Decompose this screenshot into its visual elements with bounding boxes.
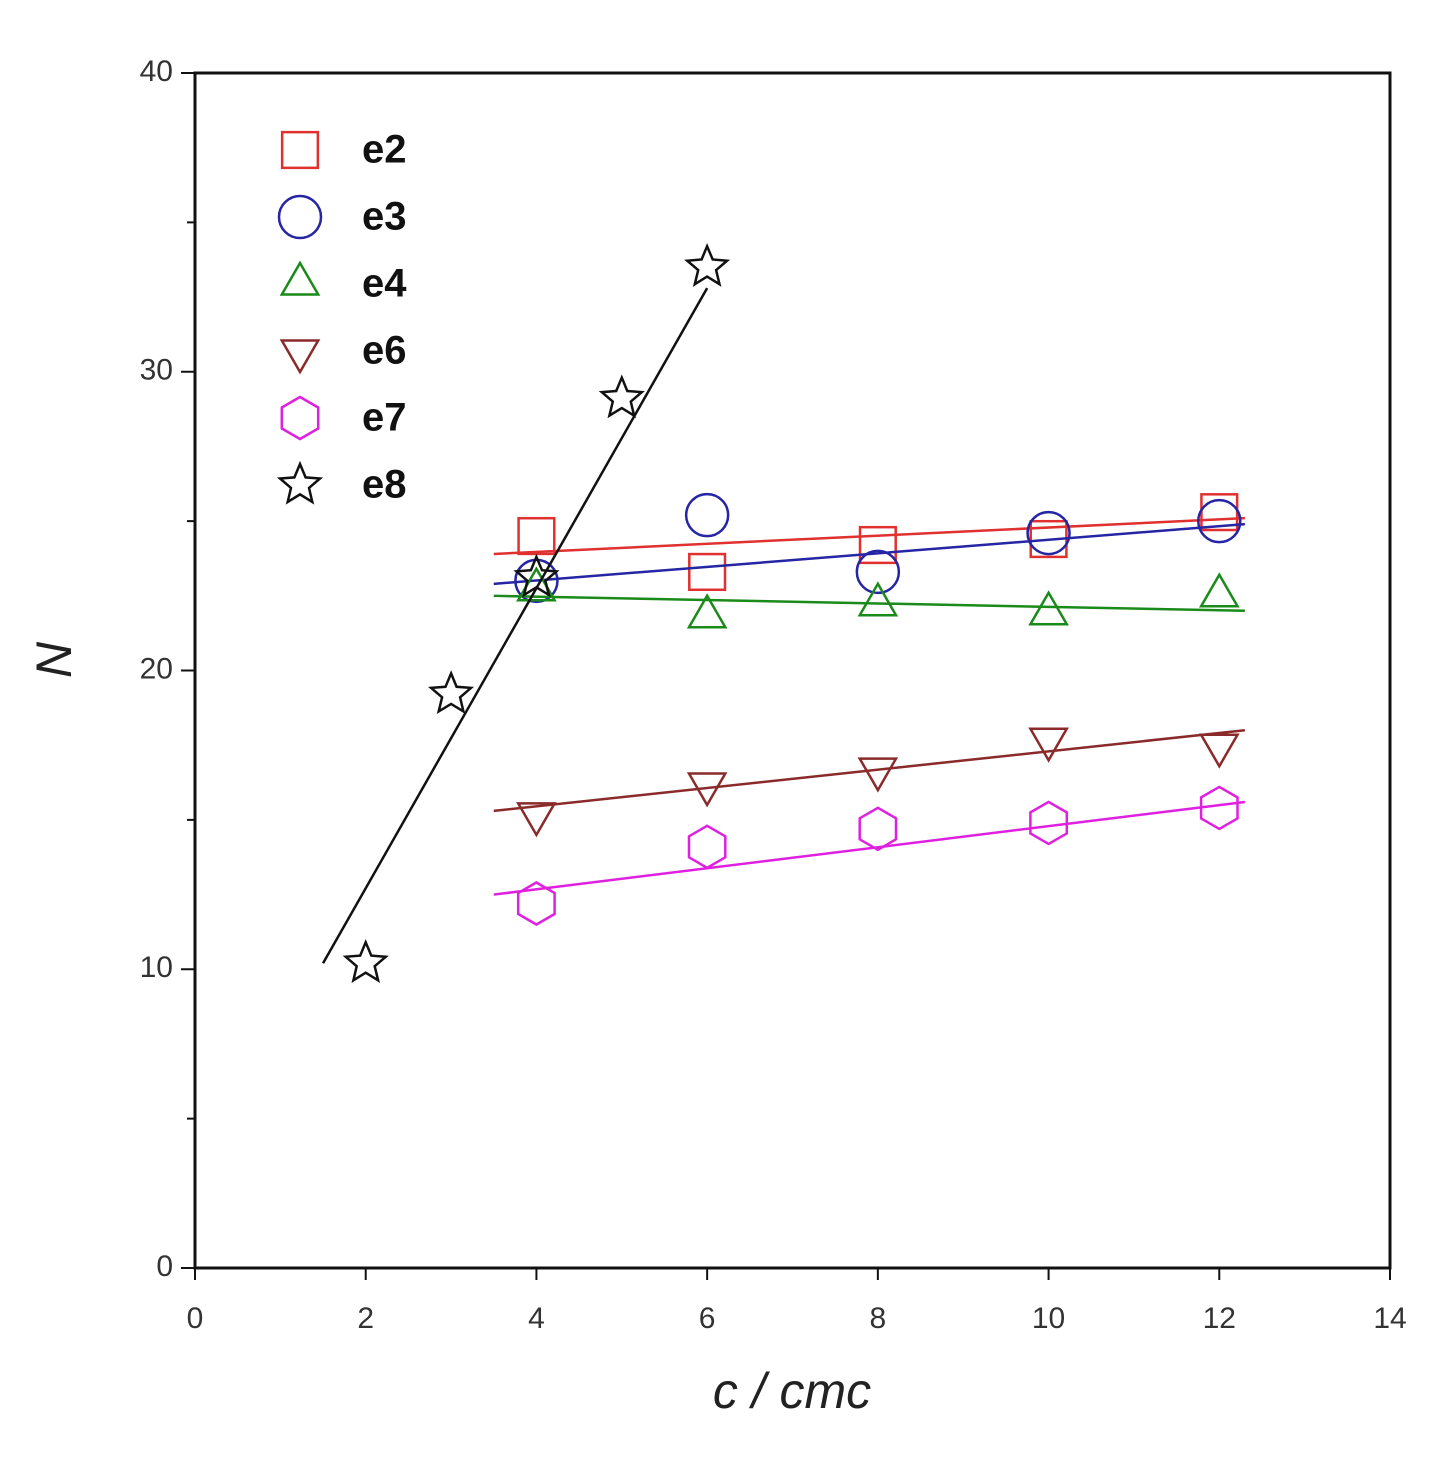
data-point xyxy=(598,374,645,419)
data-point xyxy=(516,881,556,926)
x-tick-label: 4 xyxy=(528,1302,545,1335)
legend-label: e3 xyxy=(362,195,407,239)
y-tick-label: 30 xyxy=(140,354,173,387)
data-point xyxy=(342,939,389,983)
data-point xyxy=(687,824,727,870)
legend-label: e8 xyxy=(362,463,407,507)
data-point xyxy=(858,525,897,565)
data-point xyxy=(688,552,727,592)
data-point xyxy=(684,242,731,287)
x-tick-label: 6 xyxy=(699,1302,716,1335)
legend-label: e7 xyxy=(362,396,407,440)
data-point xyxy=(1198,572,1240,608)
legend-marker xyxy=(279,339,321,375)
data-point xyxy=(1028,727,1069,763)
x-tick-label: 0 xyxy=(187,1302,204,1335)
data-point xyxy=(857,581,899,617)
fit-line xyxy=(493,516,1245,556)
y-tick-label: 20 xyxy=(140,652,173,685)
legend-marker xyxy=(280,395,320,441)
data-point xyxy=(1029,800,1069,846)
data-point xyxy=(1028,590,1069,626)
data-point xyxy=(684,492,730,538)
legend-marker xyxy=(276,460,324,505)
x-tick-label: 10 xyxy=(1032,1302,1065,1335)
data-point xyxy=(686,772,728,808)
x-axis-label: c / cmc xyxy=(713,1363,871,1419)
x-tick-label: 8 xyxy=(870,1302,887,1335)
legend-marker xyxy=(280,130,320,170)
data-point xyxy=(1197,498,1242,544)
x-tick-label: 14 xyxy=(1373,1302,1406,1335)
x-tick-label: 12 xyxy=(1203,1302,1236,1335)
x-tick-label: 2 xyxy=(357,1302,374,1335)
plot-frame xyxy=(193,71,1392,1270)
fit-line xyxy=(493,800,1246,896)
data-point xyxy=(686,593,728,629)
legend-label: e4 xyxy=(362,262,407,306)
data-point xyxy=(427,670,475,715)
data-point xyxy=(1198,733,1240,769)
legend-label: e6 xyxy=(362,329,407,373)
legend-label: e2 xyxy=(362,128,407,172)
data-point xyxy=(513,553,560,598)
fit-line xyxy=(493,594,1245,612)
fit-line xyxy=(493,729,1246,813)
data-point xyxy=(1199,785,1239,831)
data-point xyxy=(517,516,556,556)
legend-marker xyxy=(279,260,321,296)
data-point xyxy=(857,757,899,793)
data-point xyxy=(858,806,898,852)
data-point xyxy=(1026,510,1071,556)
y-tick-label: 0 xyxy=(156,1250,173,1283)
y-tick-label: 40 xyxy=(140,55,173,88)
data-point xyxy=(855,549,901,595)
data-point xyxy=(516,802,557,838)
y-tick-label: 10 xyxy=(140,951,173,984)
legend-marker xyxy=(277,194,323,240)
fit-line xyxy=(321,287,709,964)
y-axis-label: N xyxy=(26,641,82,678)
